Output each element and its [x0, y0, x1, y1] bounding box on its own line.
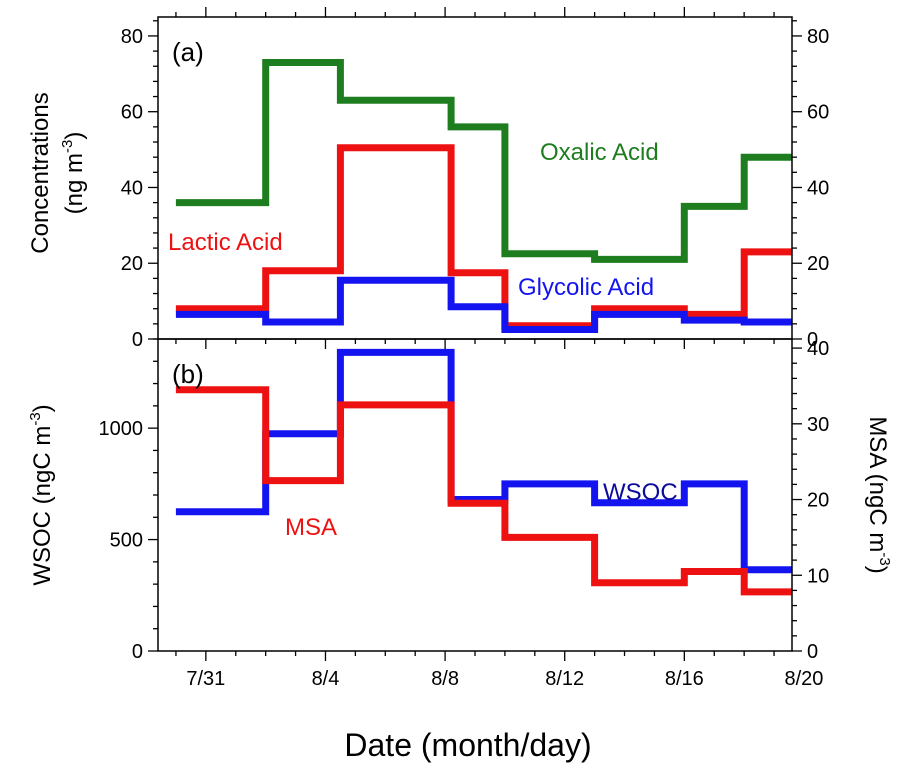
y-tick-label-right: 40 — [807, 177, 829, 199]
y-tick-label-right: 0 — [807, 329, 818, 351]
panel-a: 0 20 40 60 80 0 20 40 60 80 (a) Oxalic Acid Lactic A… — [27, 7, 829, 351]
y-tick-label-right: 20 — [807, 490, 829, 512]
x-tick-label: 8/12 — [545, 668, 584, 690]
y-tick-label-right: 30 — [807, 414, 829, 436]
series-line-lactic-acid — [175, 144, 792, 330]
y-axis-title-left: Concentrations — [27, 92, 54, 253]
y-axis-title-left-units: (ng m-3) — [59, 132, 88, 215]
plot-frame — [157, 338, 793, 652]
y-tick-label-left: 1000 — [99, 418, 144, 440]
x-tick-label: 8/20 — [784, 668, 823, 690]
y-tick-label-right: 20 — [807, 253, 829, 275]
series-annotation: Lactic Acid — [168, 229, 283, 256]
series-annotation: MSA — [285, 514, 337, 541]
y-tick-label-left: 40 — [121, 177, 143, 199]
panel-label: (a) — [172, 37, 204, 67]
y-tick-label-left: 20 — [121, 253, 143, 275]
panel-b: 0 500 1000 0 10 20 30 40 7/31 8/4 8/8 8/12 8/16 8/20 (… — [27, 338, 893, 690]
x-tick-label: 8/8 — [431, 668, 459, 690]
series-line-wsoc — [175, 348, 792, 574]
y-tick-label-left: 0 — [132, 329, 143, 351]
series-line-glycolic-acid — [175, 276, 792, 333]
panel-label: (b) — [172, 359, 204, 389]
y-tick-label-right: 60 — [807, 102, 829, 124]
x-tick-label: 8/4 — [312, 668, 340, 690]
y-tick-label-right: 10 — [807, 565, 829, 587]
y-tick-label-left: 500 — [110, 530, 143, 552]
x-tick-label: 7/31 — [186, 668, 225, 690]
x-axis-title: Date (month/day) — [344, 727, 591, 763]
y-tick-label-left: 60 — [121, 102, 143, 124]
series-line-msa — [175, 386, 792, 596]
x-tick-label: 8/16 — [665, 668, 704, 690]
series-line-oxalic-acid — [175, 59, 792, 263]
series-annotation: Oxalic Acid — [540, 139, 659, 166]
y-axis-title-left: WSOC (ngC m-3) — [27, 404, 56, 585]
series-annotation: WSOC — [603, 479, 678, 506]
y-tick-label-right: 40 — [807, 338, 829, 360]
plot-frame — [157, 16, 793, 340]
y-axis-title-right: MSA (ngC m-3) — [864, 416, 893, 573]
y-tick-label-left: 80 — [121, 26, 143, 48]
y-tick-label-left: 0 — [132, 641, 143, 663]
y-tick-label-right: 0 — [807, 641, 818, 663]
y-tick-label-right: 80 — [807, 26, 829, 48]
series-annotation: Glycolic Acid — [518, 274, 654, 301]
